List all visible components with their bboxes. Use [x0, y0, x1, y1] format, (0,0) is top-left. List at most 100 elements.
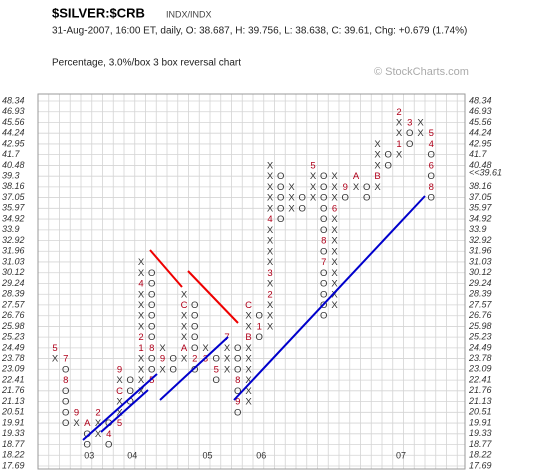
pf-cell: O [234, 364, 241, 375]
x-year-label: 03 [84, 450, 94, 460]
plot-frame [37, 93, 466, 470]
pf-cell: X [331, 193, 338, 204]
pf-cell: X [374, 182, 381, 193]
pf-cell: X [159, 364, 166, 375]
y-tick-label: 31.96 [2, 246, 25, 256]
y-tick-label: 23.78 [1, 353, 25, 363]
pf-cell: O [277, 171, 284, 182]
price-info: 31-Aug-2007, 16:00 ET, daily, O: 38.687,… [52, 26, 467, 37]
pf-cell: X [310, 171, 317, 182]
pf-cell: O [385, 150, 392, 161]
pf-cell: X [202, 343, 209, 354]
y-tick-label: 29.24 [1, 278, 25, 288]
pf-cell: X [331, 246, 338, 257]
pf-cell: 1 [257, 321, 262, 332]
pf-cell: X [267, 311, 274, 322]
pf-cell: O [299, 203, 306, 214]
y2-tick-label: <<39.61 [469, 168, 502, 178]
pf-cell: X [267, 160, 274, 171]
pf-cell: O [320, 311, 327, 322]
pf-cell: O [342, 193, 349, 204]
pf-cell: X [159, 343, 166, 354]
y-tick-label: 45.56 [2, 117, 25, 127]
x-year-label: 06 [256, 450, 266, 460]
pf-cell: O [320, 225, 327, 236]
trend-lines [82, 195, 426, 441]
y2-tick-label: 29.24 [468, 278, 492, 288]
pf-cell: X [267, 279, 274, 290]
pf-cell: X [181, 311, 188, 322]
pf-cell: O [148, 321, 155, 332]
y2-tick-label: 48.34 [469, 95, 492, 105]
pf-cell: O [213, 354, 220, 365]
y-tick-label: 23.09 [1, 364, 25, 374]
pf-cell: O [234, 343, 241, 354]
y-tick-label: 40.48 [2, 160, 25, 170]
pf-cell: X [267, 203, 274, 214]
pf-cell: O [62, 407, 69, 418]
pf-cell: O [320, 193, 327, 204]
pf-cell: O [299, 193, 306, 204]
pf-cell: O [277, 182, 284, 193]
pf-cell: 4 [429, 139, 434, 150]
pf-cell: X [331, 182, 338, 193]
pf-cell: X [267, 225, 274, 236]
y2-tick-label: 22.41 [468, 375, 492, 385]
resistance-line [149, 249, 183, 288]
pf-cell: O [256, 311, 263, 322]
y-tick-label: 32.92 [2, 235, 25, 245]
pf-cell: X [331, 257, 338, 268]
pf-cell: O [62, 396, 69, 407]
y-tick-label: 17.69 [2, 460, 25, 470]
resistance-line [187, 270, 239, 324]
pf-cell: X [267, 193, 274, 204]
pf-cell: 2 [396, 107, 401, 118]
pf-cell: X [245, 396, 252, 407]
pf-cell: X [331, 300, 338, 311]
pf-cell: X [417, 118, 424, 129]
pf-cell: X [267, 171, 274, 182]
y2-tick-label: 28.39 [468, 289, 492, 299]
pf-cell: 3 [407, 118, 412, 129]
pf-cell: A [353, 171, 360, 182]
pf-cell: O [320, 214, 327, 225]
pf-cell: X [245, 311, 252, 322]
pf-cell: 8 [63, 375, 68, 386]
pf-cell: X [224, 354, 231, 365]
pf-cell: 8 [149, 343, 154, 354]
pf-cell: X [95, 418, 102, 429]
pf-cell: 2 [138, 332, 143, 343]
pf-cell: O [406, 128, 413, 139]
pf-cell: O [105, 418, 112, 429]
pf-cell: O [234, 354, 241, 365]
pf-cell: X [95, 429, 102, 440]
pf-cell: O [234, 407, 241, 418]
pf-cell: O [148, 332, 155, 343]
pf-cell: C [116, 386, 123, 397]
pf-cell: 6 [332, 203, 337, 214]
y2-tick-label: 35.97 [469, 203, 493, 213]
pf-cell: O [62, 386, 69, 397]
chart-title: $SILVER:$CRB [52, 5, 145, 20]
pf-cell: O [320, 182, 327, 193]
y-tick-label: 26.76 [1, 310, 25, 320]
pf-cell: O [428, 193, 435, 204]
pf-cell: O [363, 182, 370, 193]
pf-cell: 4 [267, 214, 272, 225]
pf-cell: X [52, 354, 59, 365]
y2-tick-label: 40.48 [469, 160, 492, 170]
pf-cell: X [331, 279, 338, 290]
y2-tick-label: 44.24 [469, 128, 492, 138]
x-year-label: 07 [396, 450, 406, 460]
pf-cell: 9 [117, 364, 122, 375]
pf-cell: 5 [117, 418, 122, 429]
y2-tick-label: 38.16 [469, 181, 492, 191]
y-tick-label: 27.57 [1, 299, 26, 309]
pf-cell: O [127, 386, 134, 397]
pf-cell: X [224, 343, 231, 354]
pf-cell: X [138, 311, 145, 322]
pf-cell: B [245, 332, 251, 343]
pf-cell: 9 [235, 396, 240, 407]
y-tick-label: 19.33 [2, 428, 25, 438]
pf-cell: 5 [310, 160, 315, 171]
